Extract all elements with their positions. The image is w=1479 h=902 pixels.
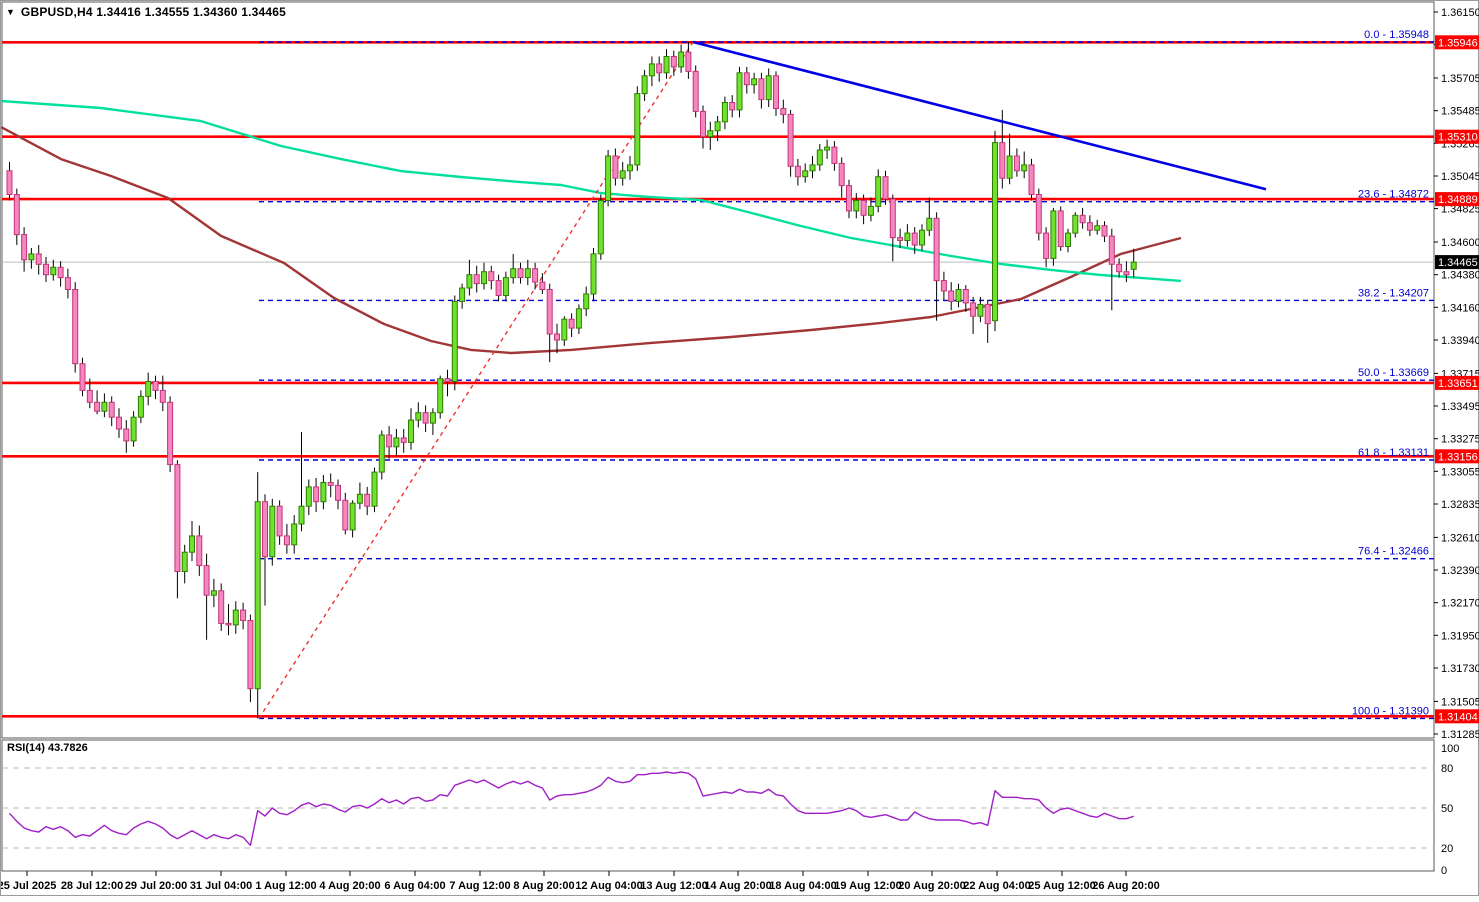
svg-text:1.33495: 1.33495 — [1441, 401, 1479, 413]
teal-ma-line — [0, 99, 1182, 283]
svg-text:1.31285: 1.31285 — [1441, 729, 1479, 741]
svg-text:28 Jul 12:00: 28 Jul 12:00 — [61, 880, 123, 892]
svg-text:100: 100 — [1441, 743, 1459, 755]
chart-title-bar: ▼ GBPUSD,H4 1.34416 1.34555 1.34360 1.34… — [6, 5, 286, 19]
svg-text:1.34600: 1.34600 — [1441, 237, 1479, 249]
svg-text:0: 0 — [1441, 865, 1447, 877]
svg-text:8 Aug 20:00: 8 Aug 20:00 — [513, 880, 574, 892]
svg-text:1.35485: 1.35485 — [1441, 106, 1479, 118]
rsi-line — [8, 771, 1134, 846]
svg-text:1.31730: 1.31730 — [1441, 663, 1479, 675]
svg-text:1.35705: 1.35705 — [1441, 73, 1479, 85]
svg-text:1.36150: 1.36150 — [1441, 7, 1479, 19]
svg-text:1.31505: 1.31505 — [1441, 696, 1479, 708]
svg-text:25 Aug 12:00: 25 Aug 12:00 — [1028, 880, 1095, 892]
red-dashed-trendline[interactable] — [258, 41, 694, 719]
svg-text:14 Aug 20:00: 14 Aug 20:00 — [704, 880, 771, 892]
svg-text:80: 80 — [1441, 763, 1453, 775]
symbol-dropdown-icon[interactable]: ▼ — [6, 6, 15, 17]
svg-text:23.6 - 1.34872: 23.6 - 1.34872 — [1358, 189, 1429, 201]
svg-text:61.8 - 1.33131: 61.8 - 1.33131 — [1358, 447, 1429, 459]
svg-text:1.32610: 1.32610 — [1441, 532, 1479, 544]
svg-text:1.34160: 1.34160 — [1441, 302, 1479, 314]
svg-text:20 Aug 20:00: 20 Aug 20:00 — [898, 880, 965, 892]
svg-text:12 Aug 04:00: 12 Aug 04:00 — [575, 880, 642, 892]
svg-text:4 Aug 20:00: 4 Aug 20:00 — [319, 880, 380, 892]
svg-text:1.34465: 1.34465 — [1438, 257, 1478, 269]
svg-text:1.35310: 1.35310 — [1438, 132, 1478, 144]
svg-text:1.33651: 1.33651 — [1438, 378, 1478, 390]
svg-text:31 Jul 04:00: 31 Jul 04:00 — [190, 880, 252, 892]
svg-text:20: 20 — [1441, 843, 1453, 855]
time-axis[interactable]: 25 Jul 2025 28 Jul 12:00 29 Jul 20:00 31 Ju… — [0, 871, 1160, 892]
rsi-grid — [2, 767, 1434, 849]
price-tags: 1.35946 1.35310 1.34889 1.33651 1.33156 1.314… — [1435, 35, 1479, 724]
svg-text:1.32390: 1.32390 — [1441, 565, 1479, 577]
svg-text:1.31404: 1.31404 — [1438, 711, 1478, 723]
svg-text:22 Aug 04:00: 22 Aug 04:00 — [963, 880, 1030, 892]
chart-title: GBPUSD,H4 1.34416 1.34555 1.34360 1.3446… — [20, 5, 286, 19]
svg-text:1 Aug 12:00: 1 Aug 12:00 — [255, 880, 316, 892]
price-pane[interactable] — [1, 1, 1435, 739]
svg-text:19 Aug 12:00: 19 Aug 12:00 — [834, 880, 901, 892]
svg-text:1.34825: 1.34825 — [1441, 204, 1479, 216]
svg-text:50.0 - 1.33669: 50.0 - 1.33669 — [1358, 367, 1429, 379]
svg-text:1.31950: 1.31950 — [1441, 630, 1479, 642]
svg-text:13 Aug 12:00: 13 Aug 12:00 — [640, 880, 707, 892]
candlesticks — [6, 42, 1137, 719]
svg-text:1.35946: 1.35946 — [1438, 37, 1478, 49]
svg-text:38.2 - 1.34207: 38.2 - 1.34207 — [1358, 287, 1429, 299]
rsi-indicator-label: RSI(14) 43.7826 — [7, 742, 88, 754]
rsi-pane[interactable] — [1, 739, 1435, 872]
svg-text:18 Aug 04:00: 18 Aug 04:00 — [769, 880, 836, 892]
svg-text:76.4 - 1.32466: 76.4 - 1.32466 — [1358, 546, 1429, 558]
svg-text:6 Aug 04:00: 6 Aug 04:00 — [384, 880, 445, 892]
svg-text:1.32170: 1.32170 — [1441, 598, 1479, 610]
svg-text:100.0 - 1.31390: 100.0 - 1.31390 — [1352, 705, 1429, 717]
svg-text:1.35045: 1.35045 — [1441, 171, 1479, 183]
rsi-axis: 100 80 50 20 0 — [1441, 743, 1459, 877]
svg-text:1.33055: 1.33055 — [1441, 466, 1479, 478]
svg-text:1.33940: 1.33940 — [1441, 335, 1479, 347]
svg-text:1.34380: 1.34380 — [1441, 270, 1479, 282]
svg-text:1.34889: 1.34889 — [1438, 194, 1478, 206]
svg-text:1.33156: 1.33156 — [1438, 451, 1478, 463]
price-axis[interactable]: 1.361501.359301.357051.354851.352651.350… — [1434, 7, 1479, 741]
blue-trendline[interactable] — [692, 40, 1267, 191]
svg-text:1.32835: 1.32835 — [1441, 499, 1479, 511]
svg-text:1.33275: 1.33275 — [1441, 434, 1479, 446]
svg-text:29 Jul 20:00: 29 Jul 20:00 — [125, 880, 187, 892]
svg-text:7 Aug 12:00: 7 Aug 12:00 — [449, 880, 510, 892]
svg-text:26 Aug 20:00: 26 Aug 20:00 — [1092, 880, 1159, 892]
svg-text:25 Jul 2025: 25 Jul 2025 — [1, 880, 56, 892]
svg-text:0.0 - 1.35948: 0.0 - 1.35948 — [1364, 29, 1429, 41]
svg-text:50: 50 — [1441, 803, 1453, 815]
